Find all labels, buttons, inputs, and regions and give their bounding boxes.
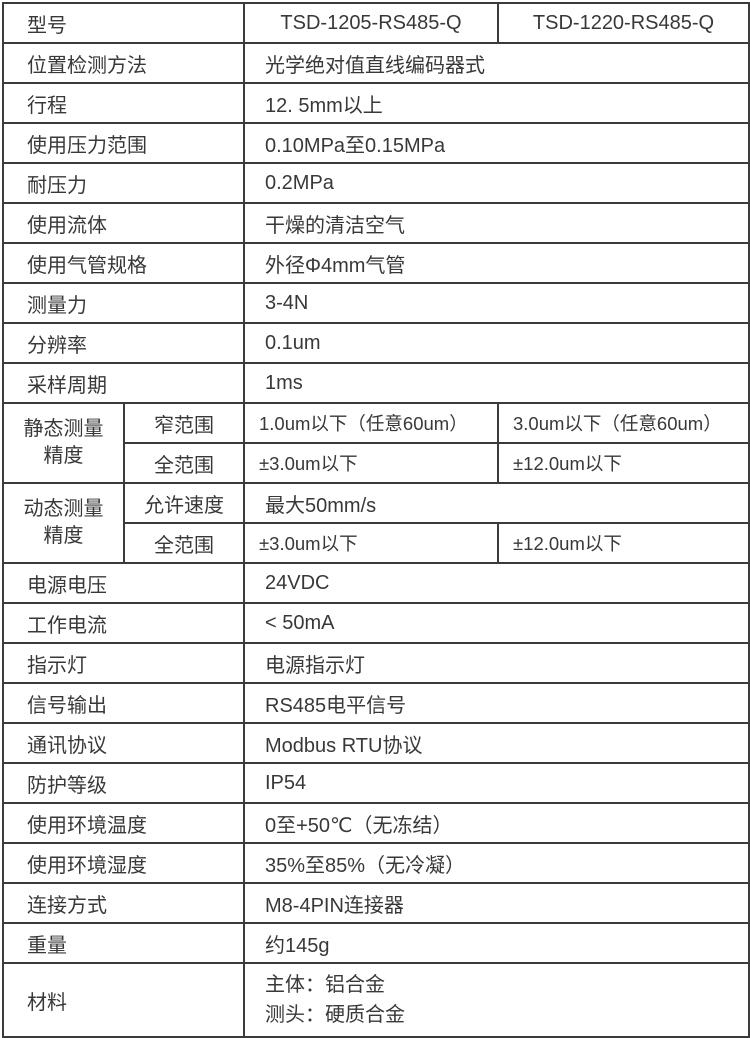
- row-tubing-spec: 使用气管规格 外径Φ4mm气管: [2, 242, 750, 284]
- signal-output-value: RS485电平信号: [243, 682, 750, 724]
- static-narrow-value-1205: 1.0um以下（任意60um）: [243, 402, 499, 444]
- row-proof-pressure: 耐压力 0.2MPa: [2, 162, 750, 204]
- weight-label: 重量: [2, 922, 245, 964]
- protocol-value: Modbus RTU协议: [243, 722, 750, 764]
- row-static-accuracy-narrow: 静态测量 精度 窄范围 1.0um以下（任意60um） 3.0um以下（任意60…: [2, 402, 750, 484]
- sampling-period-value: 1ms: [243, 362, 750, 404]
- ambient-humidity-value: 35%至85%（无冷凝）: [243, 842, 750, 884]
- protocol-label: 通讯协议: [2, 722, 245, 764]
- row-stroke: 行程 12. 5mm以上: [2, 82, 750, 124]
- working-current-label: 工作电流: [2, 602, 245, 644]
- supply-voltage-label: 电源电压: [2, 562, 245, 604]
- material-label: 材料: [2, 962, 245, 1038]
- stroke-value: 12. 5mm以上: [243, 82, 750, 124]
- signal-output-label: 信号输出: [2, 682, 245, 724]
- pressure-range-value: 0.10MPa至0.15MPa: [243, 122, 750, 164]
- weight-value: 约145g: [243, 922, 750, 964]
- ambient-temp-value: 0至+50℃（无冻结）: [243, 802, 750, 844]
- working-current-value: < 50mA: [243, 602, 750, 644]
- row-sampling-period: 采样周期 1ms: [2, 362, 750, 404]
- row-pressure-range: 使用压力范围 0.10MPa至0.15MPa: [2, 122, 750, 164]
- model-value-1205: TSD-1205-RS485-Q: [243, 2, 499, 44]
- row-dynamic-accuracy-speed: 动态测量 精度 允许速度 最大50mm/s: [2, 482, 750, 564]
- model-label: 型号: [2, 2, 245, 44]
- tubing-spec-value: 外径Φ4mm气管: [243, 242, 750, 284]
- row-ambient-temp: 使用环境温度 0至+50℃（无冻结）: [2, 802, 750, 844]
- static-accuracy-label: 静态测量 精度: [2, 402, 125, 484]
- dynamic-speed-value: 最大50mm/s: [243, 482, 750, 524]
- proof-pressure-value: 0.2MPa: [243, 162, 750, 204]
- protection-rating-value: IP54: [243, 762, 750, 804]
- static-full-value-1220: ±12.0um以下: [497, 442, 750, 484]
- row-signal-output: 信号输出 RS485电平信号: [2, 682, 750, 724]
- resolution-value: 0.1um: [243, 322, 750, 364]
- row-indicator: 指示灯 电源指示灯: [2, 642, 750, 684]
- dynamic-accuracy-label: 动态测量 精度: [2, 482, 125, 564]
- static-narrow-value-1220: 3.0um以下（任意60um）: [497, 402, 750, 444]
- row-ambient-humidity: 使用环境湿度 35%至85%（无冷凝）: [2, 842, 750, 884]
- ambient-humidity-label: 使用环境湿度: [2, 842, 245, 884]
- connection-value: M8-4PIN连接器: [243, 882, 750, 924]
- row-dynamic-accuracy-full: 全范围 ±3.0um以下 ±12.0um以下: [3, 522, 750, 564]
- position-method-value: 光学绝对值直线编码器式: [243, 42, 750, 84]
- fluid-value: 干燥的清洁空气: [243, 202, 750, 244]
- model-value-1220: TSD-1220-RS485-Q: [497, 2, 750, 44]
- row-supply-voltage: 电源电压 24VDC: [2, 562, 750, 604]
- ambient-temp-label: 使用环境温度: [2, 802, 245, 844]
- material-value: 主体：铝合金 测头：硬质合金: [243, 962, 750, 1038]
- row-static-accuracy-full: 全范围 ±3.0um以下 ±12.0um以下: [3, 442, 750, 484]
- row-position-method: 位置检测方法 光学绝对值直线编码器式: [2, 42, 750, 84]
- dynamic-full-value-1220: ±12.0um以下: [497, 522, 750, 564]
- row-weight: 重量 约145g: [2, 922, 750, 964]
- dynamic-speed-label: 允许速度: [123, 482, 245, 524]
- static-narrow-label: 窄范围: [123, 402, 245, 444]
- tubing-spec-label: 使用气管规格: [2, 242, 245, 284]
- indicator-label: 指示灯: [2, 642, 245, 684]
- row-fluid: 使用流体 干燥的清洁空气: [2, 202, 750, 244]
- resolution-label: 分辨率: [2, 322, 245, 364]
- protection-rating-label: 防护等级: [2, 762, 245, 804]
- fluid-label: 使用流体: [2, 202, 245, 244]
- dynamic-full-value-1205: ±3.0um以下: [243, 522, 499, 564]
- row-protection-rating: 防护等级 IP54: [2, 762, 750, 804]
- position-method-label: 位置检测方法: [2, 42, 245, 84]
- row-material: 材料 主体：铝合金 测头：硬质合金: [2, 962, 750, 1038]
- row-resolution: 分辨率 0.1um: [2, 322, 750, 364]
- measuring-force-value: 3-4N: [243, 282, 750, 324]
- indicator-value: 电源指示灯: [243, 642, 750, 684]
- connection-label: 连接方式: [2, 882, 245, 924]
- supply-voltage-value: 24VDC: [243, 562, 750, 604]
- static-full-label: 全范围: [123, 442, 245, 484]
- row-model: 型号 TSD-1205-RS485-Q TSD-1220-RS485-Q: [2, 2, 750, 44]
- row-working-current: 工作电流 < 50mA: [2, 602, 750, 644]
- sampling-period-label: 采样周期: [2, 362, 245, 404]
- pressure-range-label: 使用压力范围: [2, 122, 245, 164]
- dynamic-full-label: 全范围: [123, 522, 245, 564]
- proof-pressure-label: 耐压力: [2, 162, 245, 204]
- row-connection: 连接方式 M8-4PIN连接器: [2, 882, 750, 924]
- row-measuring-force: 测量力 3-4N: [2, 282, 750, 324]
- static-full-value-1205: ±3.0um以下: [243, 442, 499, 484]
- row-protocol: 通讯协议 Modbus RTU协议: [2, 722, 750, 764]
- measuring-force-label: 测量力: [2, 282, 245, 324]
- stroke-label: 行程: [2, 82, 245, 124]
